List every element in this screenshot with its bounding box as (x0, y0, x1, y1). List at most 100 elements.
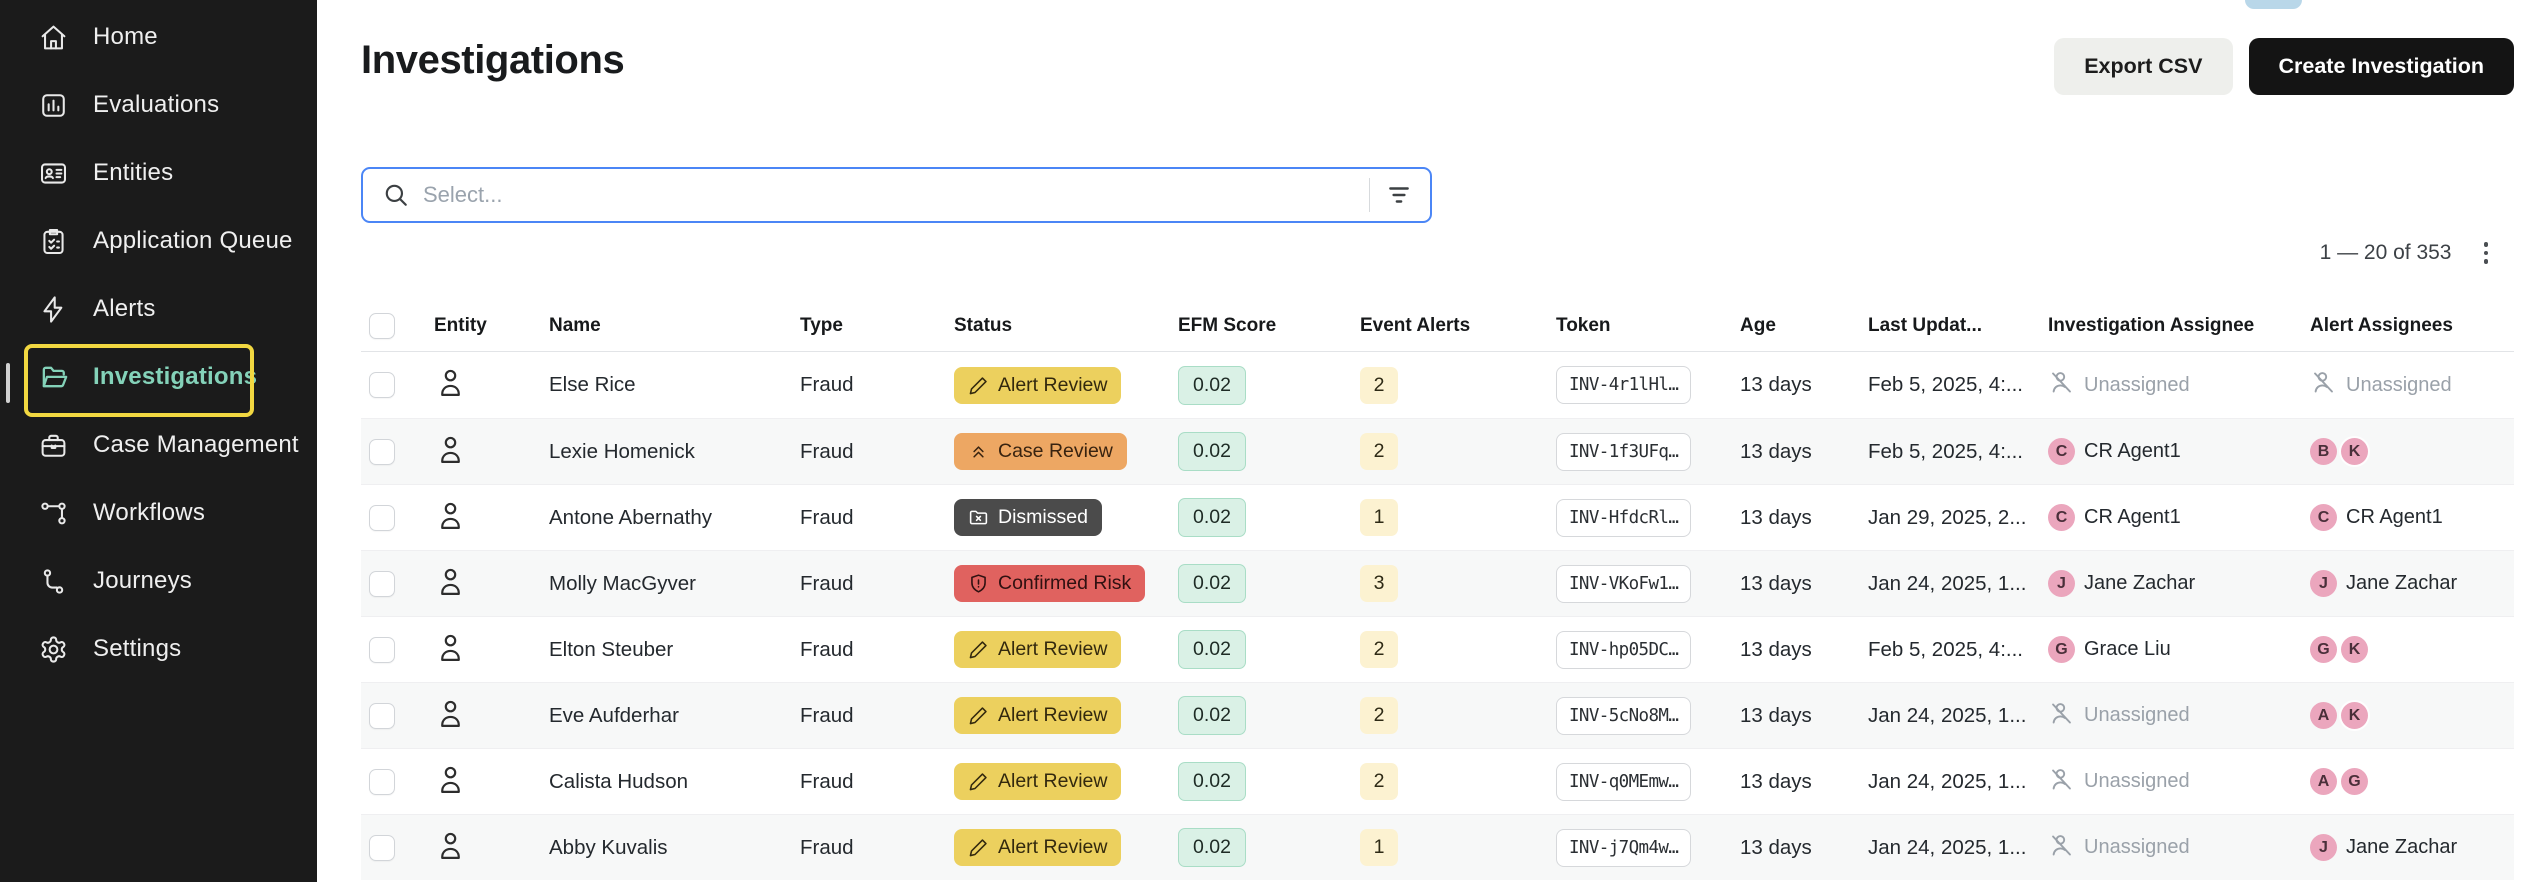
row-checkbox[interactable] (369, 438, 395, 465)
sidebar-item-home[interactable]: Home (0, 3, 317, 71)
row-checkbox-cell (361, 768, 434, 795)
sidebar-item-journeys[interactable]: Journeys (0, 547, 317, 615)
investigation-assignee: J Jane Zachar (2048, 570, 2310, 597)
avatar: B (2310, 438, 2337, 465)
row-checkbox[interactable] (369, 702, 395, 729)
entity-icon[interactable] (434, 564, 549, 604)
search-bar[interactable] (361, 167, 1432, 223)
table-row[interactable]: Eve Aufderhar Fraud Alert Review 0.02 2 INV-5… (361, 682, 2514, 748)
efm-score-badge: 0.02 (1178, 365, 1246, 405)
select-all-checkbox[interactable] (369, 312, 395, 339)
sidebar-item-alerts[interactable]: Alerts (0, 275, 317, 343)
column-header-alert-assignees[interactable]: Alert Assignees (2310, 314, 2453, 336)
table-row[interactable]: Calista Hudson Fraud Alert Review 0.02 2 INV-… (361, 748, 2514, 814)
token-value[interactable]: INV-hp05DC… (1556, 630, 1692, 669)
sidebar-item-entities[interactable]: Entities (0, 139, 317, 207)
column-header-token[interactable]: Token (1556, 314, 1611, 336)
token-value[interactable]: INV-HfdcRl… (1556, 498, 1692, 537)
last-updated-value: Jan 24, 2025, 1... (1868, 835, 2027, 859)
status-badge-confirmed-risk: Confirmed Risk (954, 565, 1146, 602)
entity-icon[interactable] (434, 498, 549, 538)
entity-icon[interactable] (434, 762, 549, 802)
investigation-assignee: Unassigned (2048, 369, 2310, 401)
investigation-assignee: G Grace Liu (2048, 636, 2310, 663)
column-header-status[interactable]: Status (954, 314, 1013, 336)
entity-icon[interactable] (434, 630, 549, 670)
search-input[interactable] (409, 182, 1369, 208)
event-alerts-badge: 1 (1360, 499, 1398, 536)
export-csv-button[interactable]: Export CSV (2054, 38, 2233, 95)
investigation-assignee: Unassigned (2048, 832, 2310, 864)
event-alerts-badge: 1 (1360, 829, 1398, 866)
sidebar-item-case-management[interactable]: Case Management (0, 411, 317, 479)
alert-assignees-label: Unassigned (2346, 373, 2452, 396)
token-value[interactable]: INV-q0MEmw… (1556, 762, 1692, 801)
table-row[interactable]: Antone Abernathy Fraud Dismissed 0.02 1 INV-H… (361, 484, 2514, 550)
entity-icon[interactable] (434, 432, 549, 472)
token-value[interactable]: INV-1f3UFq… (1556, 432, 1692, 471)
create-investigation-button[interactable]: Create Investigation (2248, 38, 2514, 95)
column-header-event-alerts[interactable]: Event Alerts (1360, 314, 1471, 336)
column-header-efm-score[interactable]: EFM Score (1178, 314, 1277, 336)
filter-icon[interactable] (1384, 180, 1414, 210)
row-checkbox[interactable] (369, 768, 395, 795)
row-checkbox[interactable] (369, 504, 395, 531)
last-updated-value: Feb 5, 2025, 4:... (1868, 637, 2023, 661)
row-checkbox[interactable] (369, 372, 395, 398)
sidebar-item-application-queue[interactable]: Application Queue (0, 207, 317, 275)
entity-icon[interactable] (434, 828, 549, 868)
kebab-menu-icon[interactable] (2480, 238, 2493, 268)
status-cell: Alert Review (954, 697, 1178, 734)
alerts-icon (39, 295, 68, 324)
header-actions: Export CSV Create Investigation (2054, 38, 2514, 95)
column-header-entity[interactable]: Entity (434, 314, 487, 336)
status-cell: Case Review (954, 433, 1178, 470)
column-header-last-updat[interactable]: Last Updat... (1868, 314, 1983, 336)
sidebar-item-workflows[interactable]: Workflows (0, 479, 317, 547)
age-value: 13 days (1740, 505, 1812, 529)
user-avatar[interactable] (2245, 0, 2302, 9)
sidebar-item-evaluations[interactable]: Evaluations (0, 71, 317, 139)
column-header-name[interactable]: Name (549, 314, 601, 336)
type-value: Fraud (800, 637, 854, 661)
sidebar-item-label: Settings (93, 635, 182, 662)
token-value[interactable]: INV-4r1lHl… (1556, 366, 1692, 404)
column-header-type[interactable]: Type (800, 314, 843, 336)
status-badge-alert-review: Alert Review (954, 763, 1122, 800)
avatar: K (2341, 438, 2368, 465)
workflows-icon (39, 499, 68, 528)
column-header-investigation-assignee[interactable]: Investigation Assignee (2048, 314, 2255, 336)
pencil-icon (968, 837, 989, 858)
row-checkbox[interactable] (369, 834, 395, 861)
column-header-age[interactable]: Age (1740, 314, 1776, 336)
token-value[interactable]: INV-j7Qm4w… (1556, 828, 1692, 867)
investigation-assignee-label: Unassigned (2084, 836, 2190, 858)
investigation-assignee-label: Unassigned (2084, 704, 2190, 726)
investigation-assignee-label: Unassigned (2084, 373, 2190, 396)
table-row[interactable]: Abby Kuvalis Fraud Alert Review 0.02 1 INV-j7… (361, 814, 2514, 880)
sidebar-item-label: Investigations (93, 363, 258, 390)
entity-name: Antone Abernathy (549, 505, 712, 529)
table-row[interactable]: Molly MacGyver Fraud Confirmed Risk 0.02 3 IN… (361, 550, 2514, 616)
row-checkbox-cell (361, 834, 434, 861)
token-cell: INV-q0MEmw… (1556, 762, 1740, 801)
table-row[interactable]: Else Rice Fraud Alert Review 0.02 2 INV-4r1lH… (361, 352, 2514, 418)
row-checkbox[interactable] (369, 570, 395, 597)
token-value[interactable]: INV-VKoFw1… (1556, 564, 1692, 603)
token-value[interactable]: INV-5cNo8M… (1556, 696, 1692, 735)
table-row[interactable]: Lexie Homenick Fraud Case Review 0.02 2 INV-1… (361, 418, 2514, 484)
row-checkbox[interactable] (369, 636, 395, 663)
entity-icon[interactable] (434, 696, 549, 736)
table-row[interactable]: Elton Steuber Fraud Alert Review 0.02 2 INV-h… (361, 616, 2514, 682)
evaluations-icon (39, 91, 68, 120)
entity-name: Eve Aufderhar (549, 703, 679, 727)
sidebar-item-settings[interactable]: Settings (0, 615, 317, 683)
status-cell: Alert Review (954, 631, 1178, 668)
avatar: A (2310, 768, 2337, 795)
alert-assignees-label: CR Agent1 (2346, 506, 2443, 528)
entity-icon[interactable] (434, 365, 549, 405)
token-cell: INV-j7Qm4w… (1556, 828, 1740, 867)
sidebar-item-investigations[interactable]: Investigations (0, 343, 317, 417)
